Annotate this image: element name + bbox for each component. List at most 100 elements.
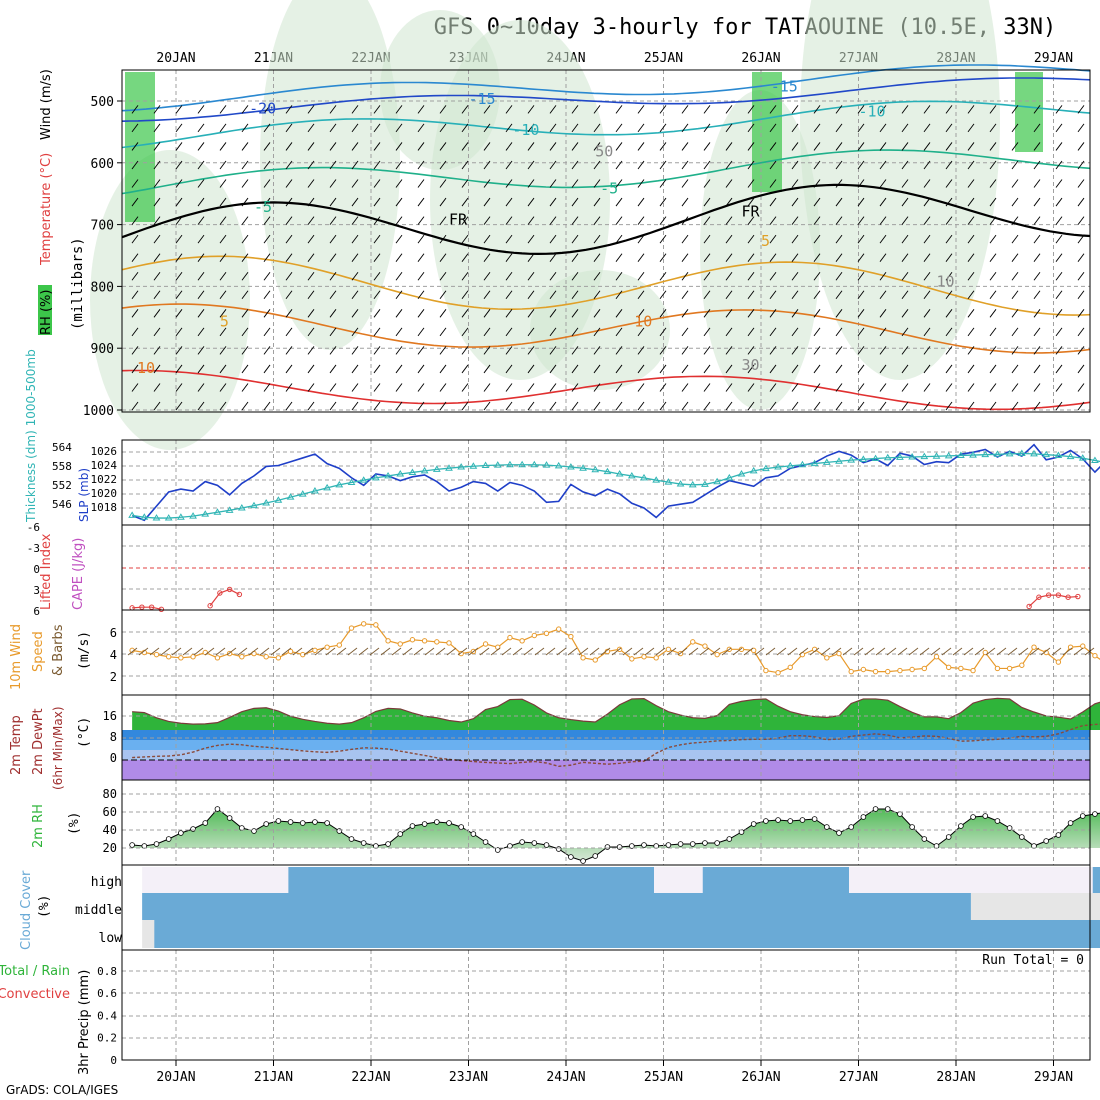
wind-barb: [989, 216, 997, 225]
cloud-cell: [300, 867, 314, 893]
wind-barb: [329, 253, 337, 262]
wind-barb: [813, 123, 821, 133]
wind-barb: [593, 105, 601, 114]
wind-barb: [307, 271, 315, 281]
cloud-cell: [849, 893, 862, 920]
cloud-cell: [873, 893, 887, 920]
wind-speed-point: [1031, 644, 1037, 650]
wind-barb: [835, 179, 843, 188]
wind-barb: [549, 179, 557, 188]
surface-wind-barb: [237, 647, 248, 656]
wind-ylabel-1: 10m Wind: [9, 624, 24, 690]
wind-barb: [923, 253, 931, 262]
wind-barb: [285, 179, 293, 188]
wind-barb: [615, 290, 623, 300]
cloud-cell: [337, 867, 350, 893]
wind-speed-point: [945, 664, 952, 671]
thickness-point: [371, 473, 380, 481]
wind-barb: [659, 234, 667, 244]
cloud-cell: [324, 867, 338, 893]
wind-barb: [373, 123, 381, 133]
wind-barb: [219, 142, 227, 151]
wind-barb: [131, 364, 139, 374]
wind-speed-point: [848, 668, 854, 675]
wind-barb: [659, 346, 667, 355]
cloud-cell: [1007, 867, 1021, 893]
wind-speed-point: [568, 633, 574, 640]
wind-barb: [461, 271, 469, 281]
wind-barb: [527, 383, 535, 392]
wind-barb: [703, 234, 711, 244]
wind-barb: [241, 105, 249, 114]
temp-ylabel-1: 2m Temp: [9, 715, 24, 775]
surface-wind-barb: [501, 647, 512, 656]
wind-barb: [351, 364, 359, 374]
wind-barb: [769, 253, 777, 262]
cloud-cell: [727, 893, 740, 920]
wind-barb: [153, 364, 161, 374]
wind-barb: [461, 401, 469, 411]
wind-barb: [461, 327, 469, 337]
wind-barb: [681, 346, 689, 355]
cloud-cell: [519, 920, 533, 948]
wind-barb: [681, 327, 689, 337]
lifted-index-point: [148, 604, 155, 610]
wind-barb: [1011, 309, 1019, 318]
wind-barb: [197, 401, 205, 411]
wind-barb: [835, 234, 843, 244]
wind-barb: [153, 142, 161, 151]
wind-barb: [901, 105, 909, 114]
wind-speed-point: [787, 664, 793, 671]
wind-barb: [527, 327, 535, 337]
surface-wind-barb: [391, 647, 402, 656]
wind-barb: [285, 346, 293, 355]
wind-barb: [395, 234, 403, 244]
wind-barb: [923, 234, 931, 244]
wind-speed-point: [1006, 665, 1013, 672]
rh-point: [592, 853, 599, 859]
wind-barb: [197, 253, 205, 262]
cloud-cell: [1031, 893, 1045, 920]
wind-barb: [1055, 309, 1063, 318]
wind-barb: [835, 105, 843, 114]
rh-point: [531, 840, 538, 846]
wind-speed-point: [665, 646, 672, 653]
thickness-point: [518, 460, 527, 468]
wind-barb: [989, 383, 997, 392]
wind-barb: [395, 271, 403, 281]
wind-barb: [351, 160, 359, 170]
wind-barb: [395, 105, 403, 114]
surface-wind-barb: [1062, 647, 1073, 656]
wind-barb: [791, 123, 799, 133]
cloud-cell: [995, 920, 1008, 948]
wind-barb: [483, 142, 491, 151]
wind-barb: [791, 309, 799, 318]
wind-barb: [747, 364, 755, 374]
surface-wind-barb: [347, 647, 358, 656]
wind-barb: [945, 160, 953, 170]
wind-speed-point: [421, 638, 428, 644]
upper-air-panel: -20-15-15-10-10-5-5FR FR55101030501050060…: [38, 0, 1091, 450]
wind-barb: [153, 160, 161, 170]
wind-barb: [945, 364, 953, 374]
wind-speed-point: [750, 647, 757, 654]
slp-panel-frame: [121, 439, 1091, 526]
cloud-cell: [836, 920, 850, 948]
surface-wind-barb: [787, 647, 798, 656]
wind-barb: [769, 216, 777, 225]
wind-barb: [263, 234, 271, 244]
wind-speed-point: [641, 654, 647, 660]
wind-barb: [285, 401, 293, 411]
precip-tick-label: 0.8: [97, 965, 117, 978]
wind-barb: [483, 234, 491, 244]
surface-wind-barb: [996, 647, 1007, 656]
cloud-cell: [495, 893, 509, 920]
lifted-index-point: [1055, 592, 1062, 598]
wind-barb: [153, 123, 161, 133]
cloud-cell: [568, 867, 582, 893]
surface-wind-barb: [732, 647, 743, 656]
wind-barb: [593, 234, 601, 244]
wind-barb: [1011, 105, 1019, 114]
wind-barb: [505, 123, 513, 133]
thickness-point: [774, 463, 782, 470]
